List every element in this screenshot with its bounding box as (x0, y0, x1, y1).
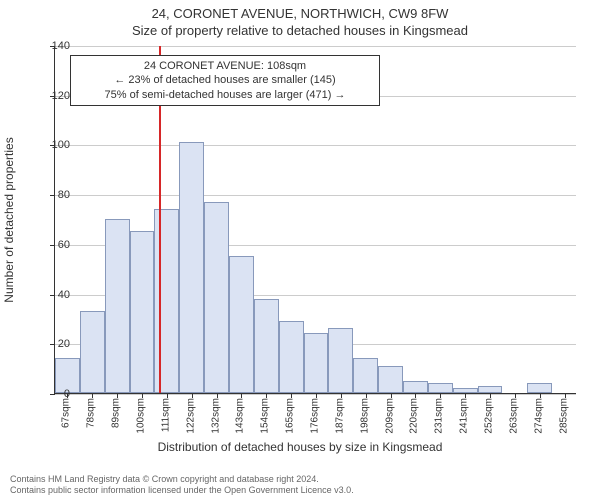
xtick-label: 111sqm (160, 398, 171, 432)
xtick-label: 67sqm (61, 398, 72, 428)
xtick-label: 89sqm (111, 398, 122, 428)
xtick-label: 285sqm (558, 398, 569, 434)
histogram-bar (328, 328, 353, 393)
histogram-bar (204, 202, 229, 393)
chart-container: 24, CORONET AVENUE, NORTHWICH, CW9 8FW S… (0, 0, 600, 500)
histogram-bar (179, 142, 204, 393)
footer-line: Contains HM Land Registry data © Crown c… (10, 474, 354, 485)
xtick-label: 78sqm (86, 398, 97, 428)
gridline (55, 195, 576, 196)
histogram-bar (80, 311, 105, 393)
chart-title: 24, CORONET AVENUE, NORTHWICH, CW9 8FW (0, 0, 600, 21)
footer-line: Contains public sector information licen… (10, 485, 354, 496)
xtick-label: 231sqm (434, 398, 445, 434)
xtick-label: 154sqm (260, 398, 271, 434)
ytick-label: 140 (40, 40, 70, 52)
reference-info-box: 24 CORONET AVENUE: 108sqm ← 23% of detac… (70, 55, 380, 106)
xtick-label: 241sqm (459, 398, 470, 434)
histogram-bar (428, 383, 453, 393)
footer-attribution: Contains HM Land Registry data © Crown c… (10, 474, 354, 497)
xtick-label: 274sqm (533, 398, 544, 434)
ytick-label: 40 (40, 289, 70, 301)
histogram-bar (229, 256, 254, 393)
xtick-label: 198sqm (359, 398, 370, 434)
xtick-label: 143sqm (235, 398, 246, 434)
info-line-property: 24 CORONET AVENUE: 108sqm (79, 59, 371, 73)
x-axis-label: Distribution of detached houses by size … (0, 440, 600, 454)
histogram-bar (254, 299, 279, 393)
gridline (55, 145, 576, 146)
ytick-label: 100 (40, 139, 70, 151)
xtick-label: 100sqm (136, 398, 147, 434)
info-line-larger: 75% of semi-detached houses are larger (… (79, 88, 371, 102)
xtick-label: 165sqm (285, 398, 296, 434)
histogram-bar (279, 321, 304, 393)
ytick-label: 80 (40, 189, 70, 201)
xtick-label: 220sqm (409, 398, 420, 434)
xtick-label: 132sqm (210, 398, 221, 434)
histogram-bar (403, 381, 428, 393)
ytick-label: 120 (40, 90, 70, 102)
histogram-bar (353, 358, 378, 393)
xtick-label: 176sqm (310, 398, 321, 434)
histogram-bar (105, 219, 130, 393)
xtick-label: 209sqm (384, 398, 395, 434)
ytick-label: 20 (40, 338, 70, 350)
info-line-smaller: ← 23% of detached houses are smaller (14… (79, 73, 371, 87)
gridline (55, 46, 576, 47)
xtick-label: 187sqm (334, 398, 345, 434)
histogram-bar (304, 333, 329, 393)
xtick-label: 122sqm (185, 398, 196, 434)
xtick-label: 252sqm (484, 398, 495, 434)
ytick-label: 60 (40, 239, 70, 251)
xtick-label: 263sqm (508, 398, 519, 434)
histogram-bar (130, 231, 155, 393)
y-axis-label: Number of detached properties (2, 137, 16, 302)
histogram-bar (527, 383, 552, 393)
histogram-bar (478, 386, 503, 393)
chart-subtitle: Size of property relative to detached ho… (0, 21, 600, 38)
histogram-bar (378, 366, 403, 393)
